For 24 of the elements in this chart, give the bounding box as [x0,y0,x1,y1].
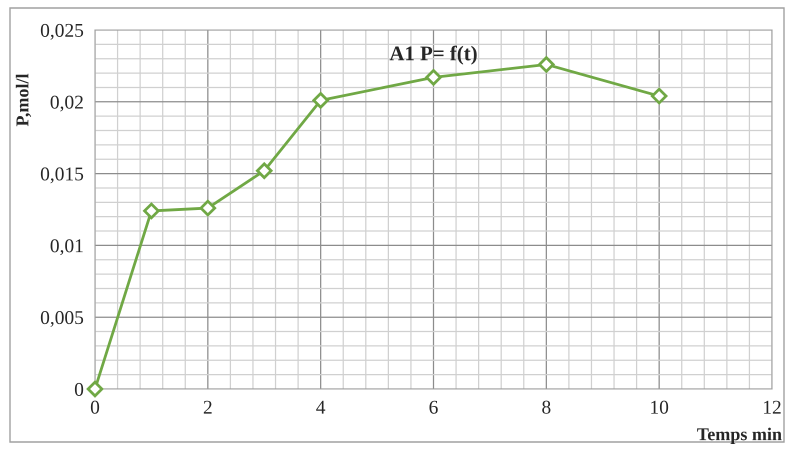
point [200,200,216,216]
x-tick-label: 0 [90,400,100,414]
point [143,202,160,220]
y-axis-title: P,mol/l [16,74,32,126]
x-tick-label: 12 [764,400,781,414]
point [256,162,273,179]
point [425,69,442,86]
y-tick-label: 0,02 [50,96,83,112]
point [86,380,104,398]
x-tick-label: 8 [542,400,550,414]
y-tick-label: 0,005 [40,311,84,327]
y-tick-label: 0,015 [40,167,84,184]
x-tick-label: 4 [316,400,326,414]
y-tick-label: 0,01 [50,239,83,256]
x-tick-label: 2 [204,400,212,414]
x-tick-label: 10 [651,400,668,414]
point [650,88,668,104]
x-tick-label: 6 [429,400,438,414]
y-tick-label: 0 [74,382,84,396]
point [538,56,555,73]
point [312,92,329,109]
x-axis-title: Temps min [697,428,782,444]
text: A1 P= f(t) [390,46,477,65]
y-tick-label: 0,025 [40,24,84,40]
